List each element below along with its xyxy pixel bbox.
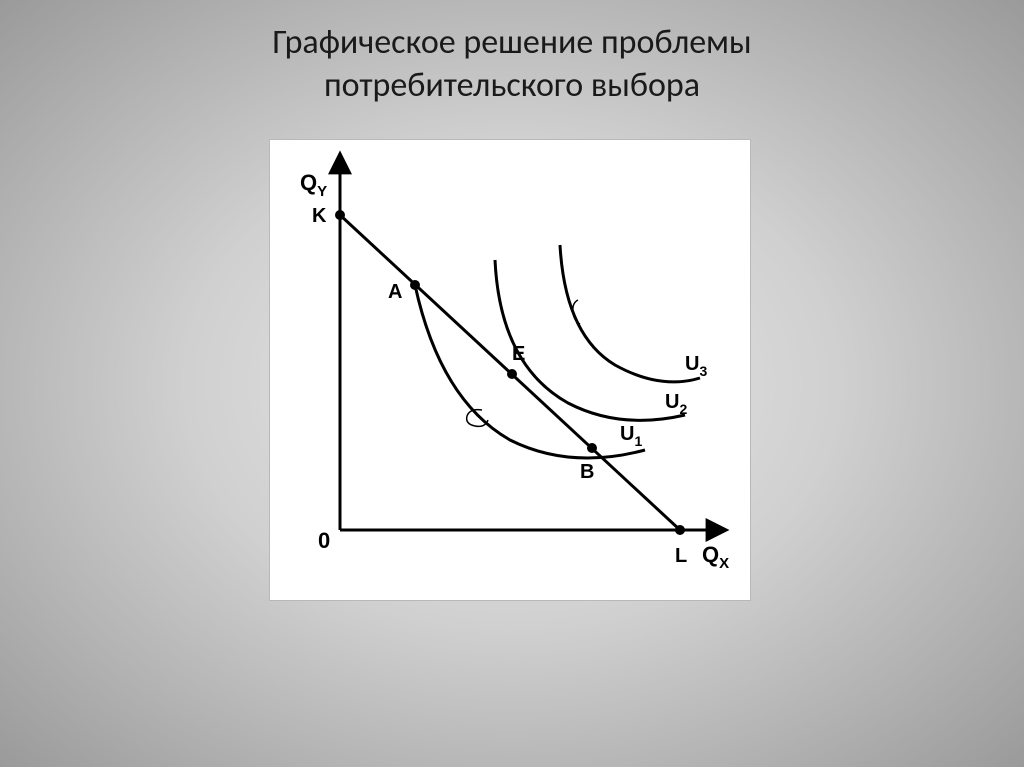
label-u3: U3: [685, 353, 707, 379]
curve-u2: [495, 260, 685, 420]
label-e: E: [512, 343, 525, 365]
title-line-1: Графическое решение проблемы: [272, 22, 751, 63]
label-l: L: [675, 545, 687, 567]
x-axis-label: QX: [702, 542, 729, 572]
point-k: [335, 210, 345, 220]
point-b: [587, 443, 597, 453]
curve-u3: [560, 245, 700, 382]
title-line-2: потребительского выбора: [324, 65, 700, 106]
label-u2: U2: [665, 391, 687, 417]
origin-label: 0: [318, 528, 330, 553]
slide: Графическое решение проблемы потребитель…: [0, 0, 1024, 767]
label-k: K: [312, 205, 327, 227]
economics-chart: QY QX 0 K A E B L U1 U2 U3: [270, 140, 750, 600]
label-a: A: [388, 281, 402, 303]
point-l: [675, 525, 685, 535]
y-axis-label: QY: [300, 170, 327, 200]
slide-title: Графическое решение проблемы потребитель…: [0, 22, 1024, 107]
label-b: B: [580, 461, 594, 483]
scribble-d: [467, 410, 488, 427]
label-u1: U1: [620, 423, 642, 449]
point-e: [507, 369, 517, 379]
chart-frame: QY QX 0 K A E B L U1 U2 U3: [270, 140, 750, 600]
point-a: [410, 280, 420, 290]
